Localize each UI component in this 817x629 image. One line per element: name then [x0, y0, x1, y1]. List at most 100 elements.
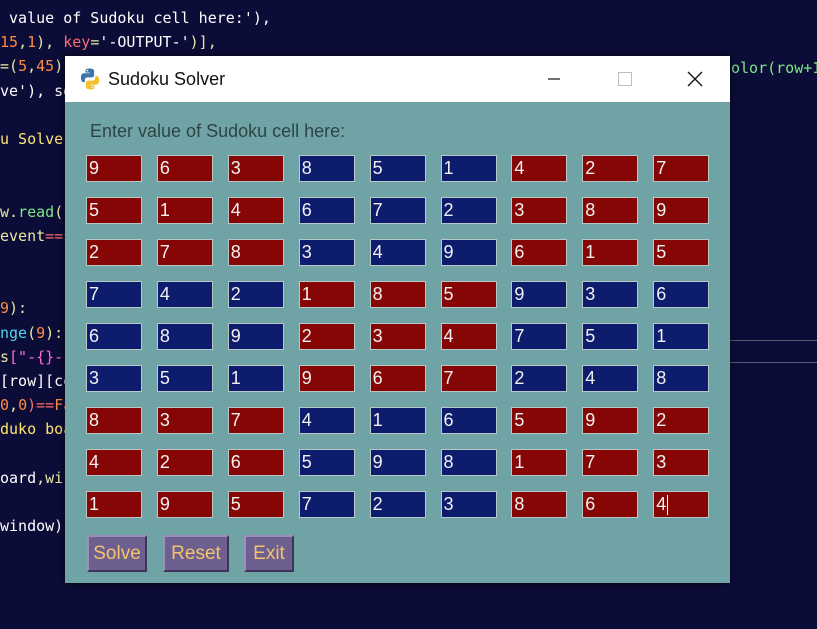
sudoku-cell-r1-c7[interactable]: 4	[511, 155, 568, 182]
code-line: 9):	[0, 296, 27, 320]
sudoku-cell-r2-c9[interactable]: 9	[653, 197, 710, 224]
close-button[interactable]	[671, 56, 717, 102]
sudoku-cell-r5-c3[interactable]: 9	[227, 323, 284, 350]
code-token: 1	[27, 33, 37, 52]
sudoku-cell-r8-c6[interactable]: 8	[440, 449, 497, 476]
python-icon	[80, 68, 100, 90]
sudoku-cell-r7-c5[interactable]: 1	[369, 407, 426, 434]
maximize-button[interactable]	[601, 56, 647, 102]
sudoku-cell-r7-c6[interactable]: 6	[440, 407, 497, 434]
exit-button[interactable]: Exit	[244, 535, 294, 572]
minimize-button[interactable]	[531, 56, 577, 102]
sudoku-cell-r3-c6[interactable]: 9	[440, 239, 497, 266]
sudoku-cell-r8-c7[interactable]: 1	[511, 449, 568, 476]
sudoku-cell-r3-c4[interactable]: 3	[298, 239, 355, 266]
sudoku-cell-r2-c6[interactable]: 2	[440, 197, 497, 224]
code-line: u Solver	[0, 127, 72, 151]
sudoku-cell-r1-c4[interactable]: 8	[298, 155, 355, 182]
sudoku-cell-r6-c4[interactable]: 9	[298, 365, 355, 392]
sudoku-cell-r1-c2[interactable]: 6	[156, 155, 213, 182]
sudoku-cell-r2-c5[interactable]: 7	[369, 197, 426, 224]
sudoku-cell-r6-c6[interactable]: 7	[440, 365, 497, 392]
sudoku-cell-r3-c5[interactable]: 4	[369, 239, 426, 266]
sudoku-cell-r4-c6[interactable]: 5	[440, 281, 497, 308]
reset-button[interactable]: Reset	[163, 535, 229, 572]
sudoku-cell-r7-c1[interactable]: 8	[86, 407, 142, 434]
sudoku-cell-r5-c9[interactable]: 1	[653, 323, 710, 350]
sudoku-cell-r9-c6[interactable]: 3	[440, 491, 497, 518]
sudoku-cell-r2-c3[interactable]: 4	[227, 197, 284, 224]
sudoku-cell-r3-c9[interactable]: 5	[653, 239, 710, 266]
sudoku-cell-r1-c6[interactable]: 1	[440, 155, 497, 182]
sudoku-cell-r8-c5[interactable]: 9	[369, 449, 426, 476]
sudoku-cell-r9-c1[interactable]: 1	[86, 491, 142, 518]
sudoku-cell-r6-c8[interactable]: 4	[582, 365, 639, 392]
sudoku-cell-r9-c9[interactable]: 4	[653, 491, 710, 518]
sudoku-cell-r6-c5[interactable]: 6	[369, 365, 426, 392]
sudoku-cell-r4-c3[interactable]: 2	[227, 281, 284, 308]
cell-value: 7	[230, 410, 241, 430]
sudoku-cell-r5-c7[interactable]: 7	[511, 323, 568, 350]
sudoku-cell-r4-c9[interactable]: 6	[653, 281, 710, 308]
sudoku-cell-r8-c9[interactable]: 3	[653, 449, 710, 476]
sudoku-cell-r3-c8[interactable]: 1	[582, 239, 639, 266]
sudoku-cell-r7-c4[interactable]: 4	[298, 407, 355, 434]
sudoku-cell-r9-c4[interactable]: 7	[298, 491, 355, 518]
sudoku-cell-r2-c1[interactable]: 5	[86, 197, 142, 224]
sudoku-cell-r2-c4[interactable]: 6	[298, 197, 355, 224]
sudoku-cell-r2-c2[interactable]: 1	[156, 197, 213, 224]
sudoku-cell-r9-c8[interactable]: 6	[582, 491, 639, 518]
sudoku-cell-r2-c7[interactable]: 3	[511, 197, 568, 224]
sudoku-cell-r9-c5[interactable]: 2	[369, 491, 426, 518]
sudoku-cell-r3-c3[interactable]: 8	[227, 239, 284, 266]
code-token: s	[0, 347, 10, 366]
sudoku-cell-r7-c7[interactable]: 5	[511, 407, 568, 434]
sudoku-cell-r4-c1[interactable]: 7	[86, 281, 142, 308]
sudoku-cell-r5-c1[interactable]: 6	[86, 323, 142, 350]
code-token: 0	[0, 396, 10, 415]
sudoku-cell-r1-c1[interactable]: 9	[86, 155, 142, 182]
sudoku-cell-r6-c3[interactable]: 1	[227, 365, 284, 392]
sudoku-cell-r5-c4[interactable]: 2	[298, 323, 355, 350]
sudoku-cell-r1-c5[interactable]: 5	[369, 155, 426, 182]
sudoku-cell-r6-c9[interactable]: 8	[653, 365, 710, 392]
sudoku-cell-r4-c5[interactable]: 8	[369, 281, 426, 308]
sudoku-cell-r3-c2[interactable]: 7	[156, 239, 213, 266]
sudoku-cell-r7-c8[interactable]: 9	[582, 407, 639, 434]
sudoku-cell-r8-c8[interactable]: 7	[582, 449, 639, 476]
sudoku-cell-r4-c2[interactable]: 4	[156, 281, 213, 308]
sudoku-cell-r3-c1[interactable]: 2	[86, 239, 142, 266]
title-bar[interactable]: Sudoku Solver	[65, 56, 730, 102]
sudoku-cell-r8-c1[interactable]: 4	[86, 449, 142, 476]
sudoku-cell-r2-c8[interactable]: 8	[582, 197, 639, 224]
cell-value: 9	[230, 326, 241, 346]
sudoku-cell-r1-c8[interactable]: 2	[582, 155, 639, 182]
sudoku-cell-r5-c8[interactable]: 5	[582, 323, 639, 350]
sudoku-cell-r5-c5[interactable]: 3	[369, 323, 426, 350]
sudoku-cell-r1-c9[interactable]: 7	[653, 155, 710, 182]
sudoku-cell-r4-c8[interactable]: 3	[582, 281, 639, 308]
sudoku-cell-r6-c1[interactable]: 3	[86, 365, 142, 392]
sudoku-cell-r4-c4[interactable]: 1	[298, 281, 355, 308]
sudoku-cell-r9-c7[interactable]: 8	[511, 491, 568, 518]
sudoku-cell-r8-c3[interactable]: 6	[227, 449, 284, 476]
sudoku-cell-r6-c2[interactable]: 5	[156, 365, 213, 392]
sudoku-cell-r7-c9[interactable]: 2	[653, 407, 710, 434]
sudoku-cell-r5-c2[interactable]: 8	[156, 323, 213, 350]
sudoku-cell-r7-c3[interactable]: 7	[227, 407, 284, 434]
editor-divider	[730, 362, 817, 363]
sudoku-cell-r4-c7[interactable]: 9	[511, 281, 568, 308]
cell-value: 1	[159, 200, 170, 220]
sudoku-cell-r8-c4[interactable]: 5	[298, 449, 355, 476]
sudoku-cell-r3-c7[interactable]: 6	[511, 239, 568, 266]
sudoku-cell-r6-c7[interactable]: 2	[511, 365, 568, 392]
solve-button[interactable]: Solve	[87, 535, 147, 572]
sudoku-cell-r7-c2[interactable]: 3	[156, 407, 213, 434]
code-token: ,	[27, 57, 37, 76]
code-line: w.read()	[0, 200, 72, 224]
sudoku-cell-r5-c6[interactable]: 4	[440, 323, 497, 350]
sudoku-cell-r9-c2[interactable]: 9	[156, 491, 213, 518]
sudoku-cell-r8-c2[interactable]: 2	[156, 449, 213, 476]
sudoku-cell-r1-c3[interactable]: 3	[227, 155, 284, 182]
sudoku-cell-r9-c3[interactable]: 5	[227, 491, 284, 518]
